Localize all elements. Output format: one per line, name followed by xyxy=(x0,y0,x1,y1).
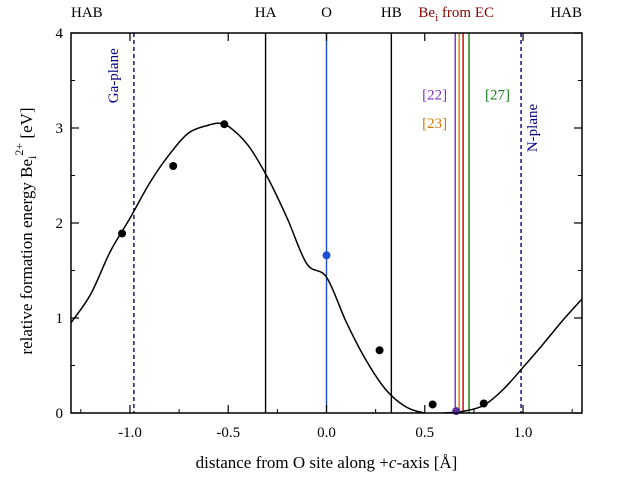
y-axis-label: relative formation energy Bei2+ [eV] xyxy=(12,107,39,354)
y-tick-label-3: 3 xyxy=(56,121,64,137)
annotation-2: [22] xyxy=(422,88,447,104)
x-tick-label-2: 0.0 xyxy=(317,425,336,441)
x-tick-label-3: 0.5 xyxy=(415,425,434,441)
y-tick-label-0: 0 xyxy=(56,406,64,422)
top-label-5: HAB xyxy=(550,5,582,21)
annotation-0: Ga-plane xyxy=(106,48,122,103)
data-point-6 xyxy=(452,407,461,416)
x-axis-label: distance from O site along +c-axis [Å] xyxy=(196,453,458,472)
x-tick-label-1: -0.5 xyxy=(216,425,240,441)
data-point-4 xyxy=(375,346,384,355)
y-tick-label-1: 1 xyxy=(56,311,64,327)
data-point-0 xyxy=(118,229,127,238)
fit-curve xyxy=(71,122,582,413)
annotation-4: [27] xyxy=(485,88,510,104)
data-point-7 xyxy=(479,399,488,408)
x-tick-label-0: -1.0 xyxy=(118,425,142,441)
top-label-4: Bei from EC xyxy=(418,5,494,24)
y-tick-label-2: 2 xyxy=(56,216,64,232)
data-point-1 xyxy=(169,162,178,170)
annotation-3: [23] xyxy=(422,116,447,132)
annotation-1: N-plane xyxy=(525,104,541,153)
y-tick-label-4: 4 xyxy=(56,26,64,42)
top-label-3: HB xyxy=(381,5,402,21)
top-label-0: HAB xyxy=(71,5,103,21)
top-label-1: HA xyxy=(255,5,277,21)
x-tick-label-4: 1.0 xyxy=(514,425,533,441)
top-label-2: O xyxy=(321,5,332,21)
data-point-3 xyxy=(322,251,331,260)
data-point-2 xyxy=(220,120,229,129)
data-point-5 xyxy=(428,400,437,409)
